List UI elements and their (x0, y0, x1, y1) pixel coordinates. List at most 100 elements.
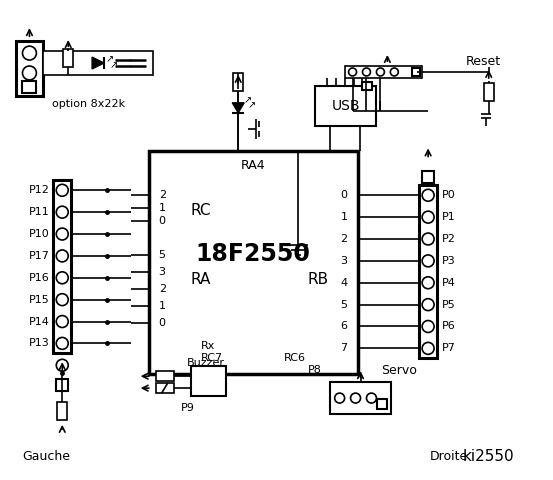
Circle shape (56, 184, 68, 196)
Bar (484, 83, 494, 101)
Text: 5: 5 (341, 300, 348, 310)
Text: 7: 7 (341, 343, 348, 353)
Text: P0: P0 (442, 190, 456, 200)
Circle shape (23, 66, 36, 80)
Text: ↗: ↗ (110, 60, 118, 70)
Text: 3: 3 (159, 267, 166, 277)
Bar (156, 383, 174, 393)
Text: P2: P2 (442, 234, 456, 244)
Text: P12: P12 (28, 185, 49, 195)
Circle shape (422, 233, 434, 245)
Text: P15: P15 (29, 295, 49, 305)
Bar (156, 371, 174, 381)
Bar (363, 82, 372, 90)
Bar (23, 81, 36, 93)
Bar (53, 180, 71, 353)
Text: RA4: RA4 (241, 159, 265, 172)
Text: P16: P16 (29, 273, 49, 283)
Text: RC6: RC6 (284, 353, 306, 363)
Text: 4: 4 (341, 278, 348, 288)
Text: ↗: ↗ (106, 54, 114, 64)
Circle shape (422, 299, 434, 311)
Circle shape (335, 393, 345, 403)
Circle shape (422, 321, 434, 333)
Bar (58, 402, 67, 420)
Text: Reset: Reset (466, 55, 502, 68)
Bar (419, 185, 437, 358)
Bar (412, 68, 420, 76)
Circle shape (351, 393, 361, 403)
Text: 6: 6 (341, 322, 348, 332)
Text: 1: 1 (159, 203, 166, 213)
Circle shape (422, 211, 434, 223)
Circle shape (56, 272, 68, 284)
Bar (63, 49, 73, 67)
Bar (377, 399, 387, 409)
Text: 5: 5 (159, 250, 166, 260)
Circle shape (422, 277, 434, 288)
Text: RA: RA (190, 272, 211, 287)
Bar (315, 86, 377, 126)
Text: P6: P6 (442, 322, 456, 332)
Text: ↗: ↗ (248, 100, 256, 110)
Text: P7: P7 (442, 343, 456, 353)
Polygon shape (232, 103, 244, 113)
Circle shape (363, 68, 371, 76)
Text: RB: RB (307, 272, 328, 287)
Text: RC7: RC7 (200, 353, 222, 363)
Bar (191, 366, 226, 396)
Text: 0: 0 (159, 216, 166, 226)
Text: P17: P17 (28, 251, 49, 261)
Text: option 8x22k: option 8x22k (51, 99, 124, 109)
Text: P1: P1 (442, 212, 456, 222)
Text: Buzzer: Buzzer (186, 358, 225, 368)
Circle shape (56, 228, 68, 240)
Text: P4: P4 (442, 278, 456, 288)
Circle shape (23, 46, 36, 60)
Bar (149, 151, 358, 374)
Text: 2: 2 (341, 234, 348, 244)
Text: Gauche: Gauche (22, 450, 70, 463)
Circle shape (422, 189, 434, 201)
Text: 18F2550: 18F2550 (196, 242, 311, 266)
Text: 3: 3 (341, 256, 348, 266)
Text: 1: 1 (159, 300, 166, 311)
Polygon shape (92, 57, 104, 69)
Text: P13: P13 (29, 338, 49, 348)
Text: P9: P9 (181, 403, 195, 413)
Circle shape (377, 68, 384, 76)
Bar (233, 73, 243, 91)
Text: 1: 1 (341, 212, 348, 222)
Bar (43, 51, 153, 75)
Text: ↗: ↗ (244, 95, 252, 105)
Circle shape (56, 315, 68, 327)
Circle shape (56, 250, 68, 262)
Text: P8: P8 (308, 365, 322, 375)
Text: Droite: Droite (430, 450, 468, 463)
Text: 2: 2 (159, 284, 166, 294)
Text: ki2550: ki2550 (463, 449, 515, 464)
Circle shape (56, 360, 68, 371)
Circle shape (348, 68, 357, 76)
Bar (422, 171, 434, 183)
Text: 0: 0 (159, 317, 166, 327)
Bar (15, 41, 43, 96)
Text: P5: P5 (442, 300, 456, 310)
Text: 0: 0 (341, 190, 348, 200)
Bar (56, 379, 68, 391)
Text: P14: P14 (28, 316, 49, 326)
Bar (345, 66, 422, 78)
Text: RC: RC (190, 203, 211, 217)
Circle shape (367, 393, 377, 403)
Circle shape (422, 255, 434, 267)
Text: USB: USB (331, 99, 360, 113)
Circle shape (390, 68, 398, 76)
Circle shape (56, 337, 68, 349)
Text: P11: P11 (29, 207, 49, 217)
Text: Servo: Servo (382, 364, 417, 377)
Text: P3: P3 (442, 256, 456, 266)
Circle shape (422, 342, 434, 354)
Circle shape (56, 206, 68, 218)
Text: Rx: Rx (200, 341, 215, 351)
Bar (330, 382, 392, 414)
